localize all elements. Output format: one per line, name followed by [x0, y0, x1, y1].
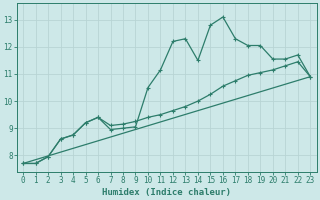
X-axis label: Humidex (Indice chaleur): Humidex (Indice chaleur)	[102, 188, 231, 197]
